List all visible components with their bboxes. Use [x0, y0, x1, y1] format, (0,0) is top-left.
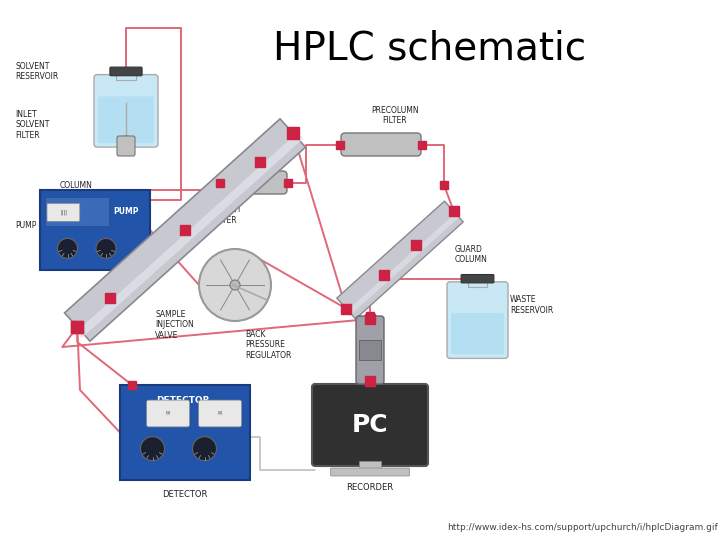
Circle shape [58, 238, 78, 259]
FancyBboxPatch shape [147, 400, 189, 427]
Text: DETECTOR: DETECTOR [156, 396, 209, 406]
FancyBboxPatch shape [47, 204, 80, 221]
FancyBboxPatch shape [356, 316, 384, 384]
FancyBboxPatch shape [110, 67, 142, 76]
Text: PUMP: PUMP [113, 207, 138, 216]
Text: PC: PC [351, 413, 388, 437]
Polygon shape [65, 119, 305, 341]
FancyBboxPatch shape [94, 75, 158, 147]
Text: INLINE
SOLVENT
FILTER: INLINE SOLVENT FILTER [208, 195, 242, 225]
Polygon shape [337, 201, 463, 319]
FancyBboxPatch shape [312, 384, 428, 466]
Ellipse shape [122, 136, 130, 141]
Text: BACK
PRESSURE
REGULATOR: BACK PRESSURE REGULATOR [245, 330, 292, 360]
Text: http://www.idex-hs.com/support/upchurch/i/hplcDiagram.gif: http://www.idex-hs.com/support/upchurch/… [447, 523, 718, 532]
Text: RECORDER: RECORDER [346, 483, 394, 492]
FancyBboxPatch shape [98, 96, 154, 143]
Text: HPLC schematic: HPLC schematic [274, 30, 587, 68]
Text: ||||: |||| [166, 410, 171, 415]
FancyBboxPatch shape [330, 468, 410, 476]
Text: ||||: |||| [60, 210, 67, 215]
FancyBboxPatch shape [451, 313, 504, 354]
Text: COLUMN: COLUMN [60, 180, 93, 190]
Text: WASTE
RESERVOIR: WASTE RESERVOIR [510, 295, 553, 315]
Text: PRECOLUMN
FILTER: PRECOLUMN FILTER [372, 106, 419, 125]
FancyBboxPatch shape [117, 136, 135, 156]
Text: SAMPLE
INJECTION
VALVE: SAMPLE INJECTION VALVE [155, 310, 194, 340]
FancyBboxPatch shape [461, 274, 494, 283]
Bar [116, 73, 136, 79]
Bar [359, 340, 381, 360]
Text: GUARD
COLUMN: GUARD COLUMN [455, 245, 488, 265]
Circle shape [230, 280, 240, 290]
Bar [359, 461, 381, 471]
Text: ||||: |||| [217, 410, 223, 415]
FancyBboxPatch shape [447, 282, 508, 359]
FancyBboxPatch shape [341, 133, 421, 156]
FancyBboxPatch shape [221, 171, 287, 194]
Circle shape [192, 437, 217, 461]
Text: SOLVENT
RESERVOIR: SOLVENT RESERVOIR [15, 62, 58, 82]
Circle shape [140, 437, 164, 461]
Text: INLET
SOLVENT
FILTER: INLET SOLVENT FILTER [15, 110, 50, 140]
Circle shape [96, 238, 116, 259]
Bar [45, 197, 109, 226]
FancyBboxPatch shape [199, 400, 242, 427]
Circle shape [199, 249, 271, 321]
Bar [467, 280, 487, 287]
FancyBboxPatch shape [120, 385, 250, 480]
FancyBboxPatch shape [40, 190, 150, 270]
Text: DETECTOR: DETECTOR [162, 490, 207, 499]
Text: PUMP: PUMP [15, 220, 37, 230]
